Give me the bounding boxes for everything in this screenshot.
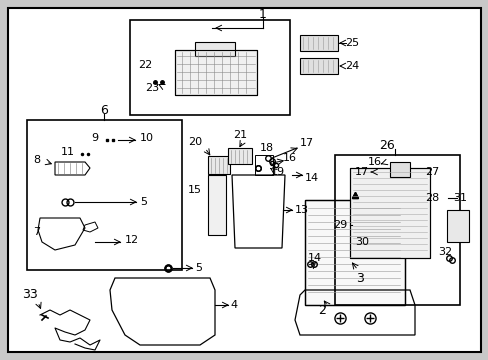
Text: 15: 15 xyxy=(187,185,202,195)
Text: 13: 13 xyxy=(294,205,308,215)
Text: 6: 6 xyxy=(100,104,108,117)
Bar xyxy=(175,50,257,95)
Bar xyxy=(389,162,409,177)
Text: 5: 5 xyxy=(195,263,202,273)
Text: 19: 19 xyxy=(270,167,285,177)
Text: 17: 17 xyxy=(299,138,313,148)
Text: 23: 23 xyxy=(145,83,159,93)
Bar xyxy=(175,50,257,95)
Bar xyxy=(27,120,182,270)
Text: 30: 30 xyxy=(354,237,368,247)
Text: 7: 7 xyxy=(33,227,41,237)
Text: 26: 26 xyxy=(378,139,394,152)
Text: 29: 29 xyxy=(332,220,346,230)
Text: 14: 14 xyxy=(305,173,319,183)
Bar xyxy=(299,58,337,74)
Text: 2: 2 xyxy=(317,303,325,316)
Text: 10: 10 xyxy=(140,133,154,143)
Text: 32: 32 xyxy=(437,247,451,257)
Text: 21: 21 xyxy=(232,130,246,140)
Text: 4: 4 xyxy=(229,300,237,310)
Text: 17: 17 xyxy=(354,167,368,177)
Text: 16: 16 xyxy=(367,157,381,167)
Text: 12: 12 xyxy=(125,235,139,245)
Bar xyxy=(130,20,289,115)
Text: 33: 33 xyxy=(22,288,38,302)
Bar xyxy=(305,200,404,305)
Bar xyxy=(195,42,235,56)
Text: 25: 25 xyxy=(345,38,358,48)
Text: 1: 1 xyxy=(259,8,266,21)
Bar xyxy=(207,175,225,235)
Bar xyxy=(349,168,429,258)
Text: 8: 8 xyxy=(33,155,41,165)
Bar xyxy=(299,35,337,51)
Text: 9: 9 xyxy=(91,133,99,143)
Bar xyxy=(305,200,404,305)
Text: 14: 14 xyxy=(307,253,322,263)
Bar xyxy=(207,156,229,174)
Text: 27: 27 xyxy=(424,167,438,177)
Text: 16: 16 xyxy=(283,153,296,163)
Text: 31: 31 xyxy=(452,193,466,203)
Bar xyxy=(446,210,468,242)
Text: 20: 20 xyxy=(187,137,202,147)
Bar xyxy=(254,155,272,175)
Text: 24: 24 xyxy=(345,61,359,71)
Text: 22: 22 xyxy=(138,60,152,70)
Text: 11: 11 xyxy=(61,147,75,157)
Bar xyxy=(334,155,459,305)
Text: 18: 18 xyxy=(260,143,273,153)
Bar xyxy=(349,168,429,258)
Bar xyxy=(227,148,251,164)
Text: 28: 28 xyxy=(424,193,438,203)
Text: 3: 3 xyxy=(355,271,363,284)
Text: 5: 5 xyxy=(140,197,147,207)
